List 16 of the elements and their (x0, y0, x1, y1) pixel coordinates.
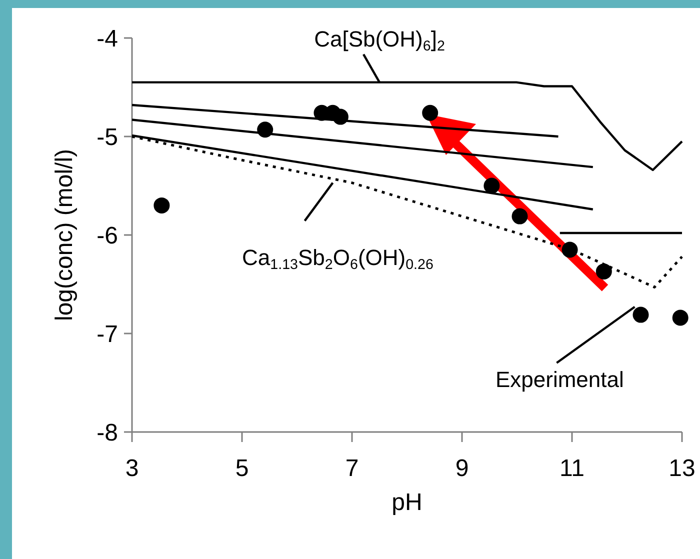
x-axis-title: pH (392, 489, 422, 516)
y-tick-label: -6 (96, 222, 118, 250)
x-tick-label: 11 (560, 455, 584, 482)
x-tick-label: 5 (235, 455, 249, 482)
x-tick-label: 3 (125, 455, 139, 482)
x-tick-label: 13 (668, 455, 696, 482)
y-tick-label: -5 (96, 124, 118, 151)
annotation: Ca[Sb(OH)$_{6}$]$_{2}$ (314, 26, 445, 54)
y-tick-label: -7 (96, 320, 118, 348)
y-tick-label: -8 (96, 419, 118, 446)
y-axis-title: log(conc) (mol/l) (51, 148, 78, 322)
x-tick-label: 7 (345, 455, 359, 482)
annotation: Ca$_{1.13}$Sb$_{2}$O$_{6}$(OH)$_{0.26}$ (242, 244, 434, 272)
annotation: Experimental (496, 366, 624, 392)
x-tick-label: 9 (455, 455, 469, 482)
y-tick-label: -4 (96, 25, 118, 52)
